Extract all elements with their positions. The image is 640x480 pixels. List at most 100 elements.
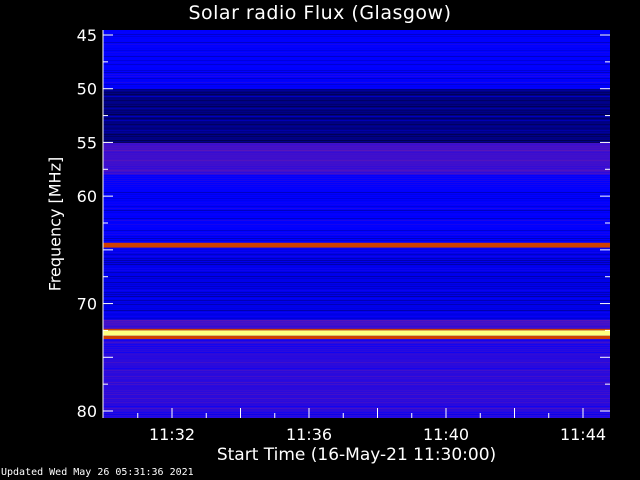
chart-title: Solar radio Flux (Glasgow): [188, 2, 452, 24]
spectrogram-row: [103, 94, 610, 95]
spectrogram-row: [103, 306, 610, 307]
spectrogram-row: [103, 344, 610, 345]
spectrogram-row: [103, 364, 610, 365]
spectrogram-row: [103, 72, 610, 73]
x-tick-label: 11:36: [286, 425, 332, 444]
spectrogram-row: [103, 358, 610, 359]
spectrogram-row: [103, 232, 610, 233]
spectrogram-row: [103, 130, 610, 131]
x-tick-label: 11:40: [423, 425, 469, 444]
spectrogram-row: [103, 196, 610, 197]
spectrogram-row: [103, 38, 610, 39]
spectrogram-row: [103, 208, 610, 209]
spectrogram-row: [103, 280, 610, 281]
spectrogram-row: [103, 44, 610, 45]
spectrogram-row: [103, 386, 610, 387]
frequency-band: [103, 88, 610, 143]
spectrogram-row: [103, 60, 610, 61]
spectrogram-row: [103, 152, 610, 153]
frequency-band: [103, 335, 610, 340]
spectrogram-row: [103, 340, 610, 341]
spectrogram-row: [103, 210, 610, 211]
spectrogram-row: [103, 148, 610, 149]
spectrogram-row: [103, 396, 610, 397]
spectrogram-row: [103, 80, 610, 81]
y-tick-label: 70: [77, 295, 97, 314]
spectrogram-row: [103, 34, 610, 35]
spectrogram-row: [103, 46, 610, 47]
spectrogram-row: [103, 298, 610, 299]
spectrogram-row: [103, 122, 610, 123]
x-axis-label: Start Time (16-May-21 11:30:00): [216, 445, 497, 465]
spectrogram-row: [103, 92, 610, 93]
spectrogram-row: [103, 154, 610, 155]
spectrogram-row: [103, 390, 610, 391]
spectrogram-row: [103, 172, 610, 173]
spectrogram-row: [103, 240, 610, 241]
spectrogram-row: [103, 40, 610, 41]
spectrogram-row: [103, 194, 610, 195]
spectrogram-row: [103, 266, 610, 267]
spectrogram-row: [103, 168, 610, 169]
spectrogram-row: [103, 316, 610, 317]
spectrogram-row: [103, 404, 610, 405]
spectrogram-row: [103, 302, 610, 303]
spectrogram-row: [103, 114, 610, 115]
spectrogram-row: [103, 272, 610, 273]
spectrogram-row: [103, 382, 610, 383]
updated-timestamp: Updated Wed May 26 05:31:36 2021: [1, 467, 194, 478]
spectrogram-row: [103, 368, 610, 369]
spectrogram-row: [103, 134, 610, 135]
spectrogram-row: [103, 100, 610, 101]
spectrogram-row: [103, 400, 610, 401]
spectrogram-row: [103, 112, 610, 113]
spectrogram-row: [103, 398, 610, 399]
spectrogram-row: [103, 48, 610, 49]
spectrogram-row: [103, 212, 610, 213]
frequency-band: [103, 319, 610, 329]
spectrogram-row: [103, 174, 610, 175]
spectrogram-row: [103, 90, 610, 91]
spectrogram-row: [103, 294, 610, 295]
spectrogram-row: [103, 394, 610, 395]
spectrogram-row: [103, 190, 610, 191]
spectrogram-row: [103, 384, 610, 385]
spectrogram-row: [103, 372, 610, 373]
spectrogram-row: [103, 42, 610, 43]
spectrogram-row: [103, 116, 610, 117]
spectrogram-row: [103, 106, 610, 107]
spectrogram-row: [103, 198, 610, 199]
spectrogram-row: [103, 282, 610, 283]
spectrogram-row: [103, 318, 610, 319]
spectrogram-row: [103, 96, 610, 97]
spectrogram-row: [103, 370, 610, 371]
spectrogram-row: [103, 206, 610, 207]
spectrogram-row: [103, 128, 610, 129]
spectrogram-row: [103, 278, 610, 279]
spectrogram-row: [103, 78, 610, 79]
spectrogram-row: [103, 170, 610, 171]
spectrogram-row: [103, 222, 610, 223]
spectrogram-row: [103, 320, 610, 321]
spectrogram-row: [103, 262, 610, 263]
spectrogram-row: [103, 226, 610, 227]
spectrogram-row: [103, 326, 610, 327]
spectrogram-row: [103, 54, 610, 55]
spectrogram-row: [103, 412, 610, 413]
spectrogram-row: [103, 52, 610, 53]
spectrogram-row: [103, 416, 610, 417]
x-tick-label: 11:44: [560, 425, 606, 444]
spectrogram-row: [103, 252, 610, 253]
y-tick-label: 60: [77, 187, 97, 206]
spectrogram-row: [103, 56, 610, 57]
spectrogram-row: [103, 132, 610, 133]
y-tick-label: 80: [77, 402, 97, 421]
spectrogram-row: [103, 202, 610, 203]
spectrogram-row: [103, 136, 610, 137]
spectrogram-row: [103, 296, 610, 297]
spectrogram-row: [103, 120, 610, 121]
spectrogram-row: [103, 200, 610, 201]
spectrogram-row: [103, 248, 610, 249]
spectrogram-row: [103, 366, 610, 367]
spectrogram-row: [103, 214, 610, 215]
